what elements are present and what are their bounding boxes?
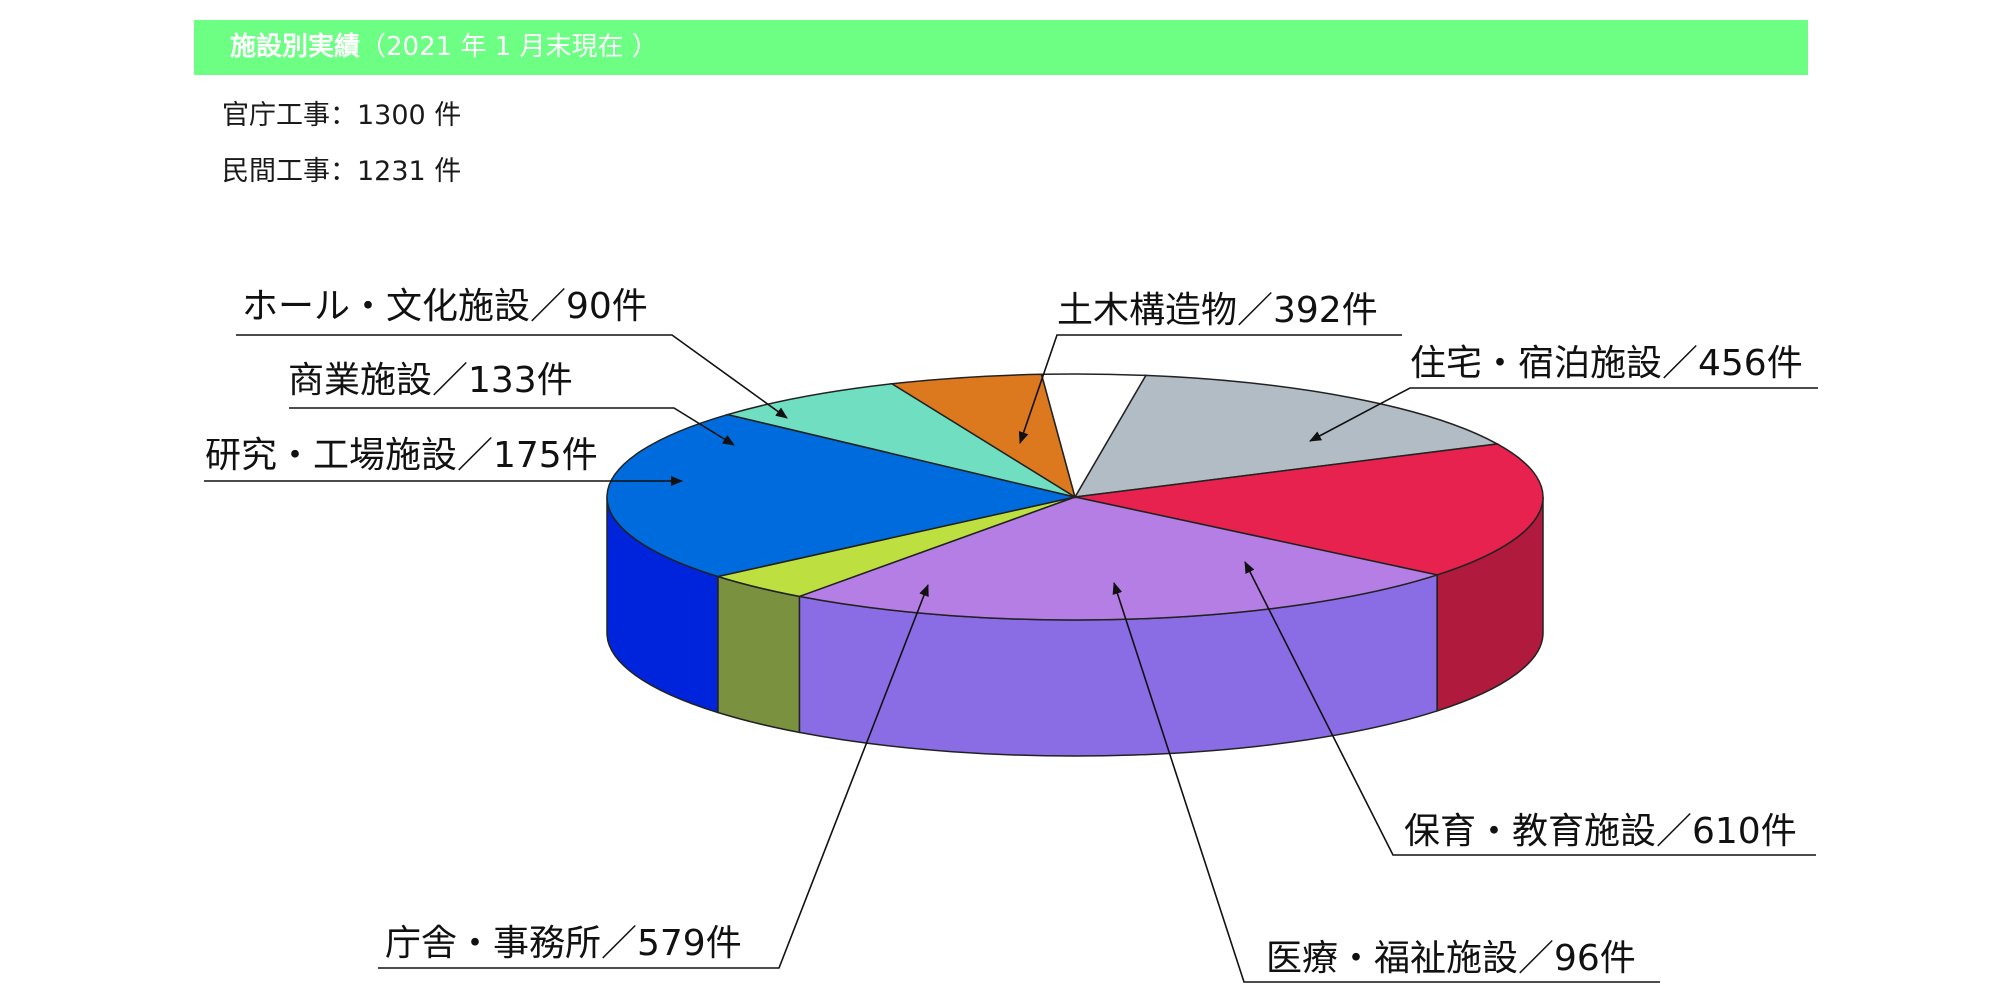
- pie-tops: [606, 373, 1544, 621]
- slice-label-6: 商業施設／133件: [288, 360, 573, 401]
- leader-line-1: [1309, 387, 1818, 442]
- pie-slice-6: [889, 373, 1077, 499]
- pie-slice-1: [1074, 443, 1544, 576]
- header-title: 施設別実績（2021 年 1 月末現在 ）: [230, 20, 658, 75]
- leader-line-2: [1244, 561, 1816, 856]
- slice-label-4: 庁舎・事務所／579件: [385, 923, 742, 964]
- pie-sides: [606, 496, 1544, 757]
- pie-side-3: [717, 575, 801, 734]
- private-works-count: 民間工事：1231 件: [222, 156, 462, 187]
- public-works-count: 官庁工事：1300 件: [222, 100, 462, 131]
- leader-line-4: [378, 584, 929, 969]
- leader-line-7: [236, 334, 788, 419]
- header-bar: 施設別実績（2021 年 1 月末現在 ）: [194, 20, 1808, 75]
- label-leaders: [204, 334, 1818, 983]
- leader-line-3: [1112, 582, 1660, 983]
- pie-slice-4: [606, 413, 1076, 578]
- leader-line-6: [289, 407, 735, 446]
- slice-label-3: 医療・福祉施設／96件: [1266, 938, 1636, 979]
- pie-slice-5: [724, 383, 1076, 498]
- slice-label-1: 住宅・宿泊施設／456件: [1410, 343, 1803, 384]
- slice-label-2: 保育・教育施設／610件: [1404, 811, 1797, 852]
- pie-slice-2: [796, 496, 1440, 621]
- pie-slice-0: [1073, 374, 1500, 498]
- header-title-text: 施設別実績: [230, 32, 361, 62]
- header-subtitle: （2021 年 1 月末現在 ）: [360, 32, 658, 62]
- pie-slice-7: [1040, 373, 1148, 499]
- leader-line-0: [1018, 334, 1402, 444]
- slice-label-0: 土木構造物／392件: [1057, 290, 1378, 331]
- slice-label-7: ホール・文化施設／90件: [242, 286, 648, 327]
- slice-label-5: 研究・工場施設／175件: [205, 435, 598, 476]
- slice-labels: 土木構造物／392件住宅・宿泊施設／456件保育・教育施設／610件医療・福祉施…: [205, 286, 1803, 979]
